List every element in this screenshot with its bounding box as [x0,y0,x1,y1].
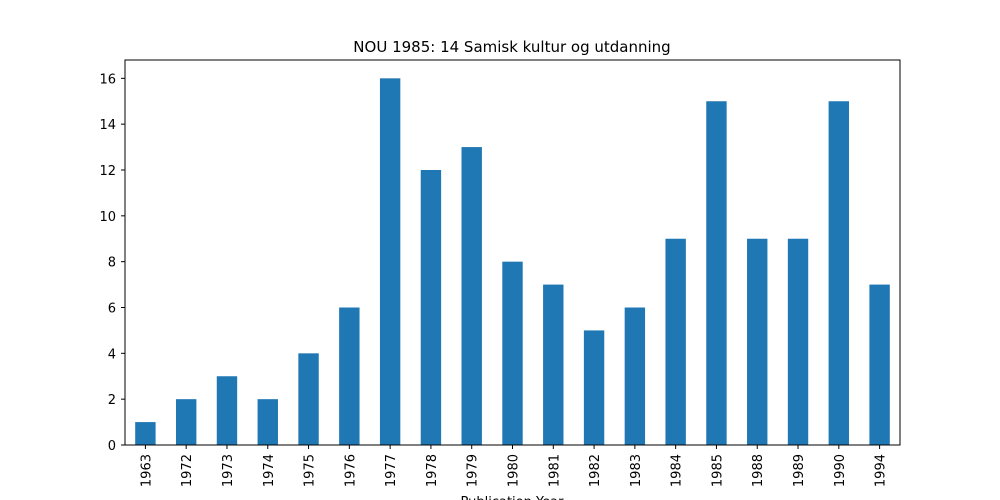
bar [583,330,605,445]
bar [216,376,238,445]
y-tick-label: 12 [99,164,116,179]
x-tick-label: 1975 [303,454,318,487]
x-tick-label: 1963 [139,454,154,487]
plot-frame [124,59,901,446]
x-tick-label: 1972 [180,454,195,487]
y-tick-label: 8 [108,256,116,271]
bar [828,101,850,445]
x-tick-label: 1985 [710,454,725,487]
x-tick-label: 1979 [466,454,481,487]
bar [257,399,278,445]
y-tick-label: 14 [99,118,116,133]
bar [502,261,523,445]
x-tick-label: 1976 [343,454,358,487]
bar [339,307,360,445]
y-tick-label: 10 [99,210,116,225]
y-tick-label: 4 [108,347,116,362]
x-tick-label: 1994 [874,454,889,487]
x-axis-label: Publication Year [461,495,565,500]
bar [706,101,727,445]
x-tick-label: 1981 [547,454,562,487]
bar [624,307,646,445]
x-tick-label: 1974 [262,454,277,487]
x-tick-label: 1990 [833,454,848,487]
bar [461,147,482,446]
x-tick-label: 1980 [507,454,522,487]
y-tick-label: 2 [108,393,116,408]
x-tick-label: 1989 [792,454,807,487]
x-tick-label: 1982 [588,454,603,487]
bar [135,422,156,445]
bar [747,238,768,445]
y-tick-label: 6 [108,302,116,317]
bar [543,284,564,445]
bar [420,170,442,445]
bar [298,353,319,445]
bar [869,284,890,445]
x-tick-label: 1978 [425,454,440,487]
bar [665,238,686,445]
x-tick-label: 1977 [384,454,399,487]
chart-title: NOU 1985: 14 Samisk kultur og utdanning [353,38,670,56]
y-tick-label: 16 [99,72,116,87]
x-tick-label: 1984 [670,454,685,487]
bar [787,238,809,445]
bar [379,78,401,445]
x-tick-label: 1973 [221,454,236,487]
y-tick-label: 0 [108,439,116,454]
bar [175,399,197,445]
x-tick-label: 1988 [751,454,766,487]
x-tick-label: 1983 [629,454,644,487]
